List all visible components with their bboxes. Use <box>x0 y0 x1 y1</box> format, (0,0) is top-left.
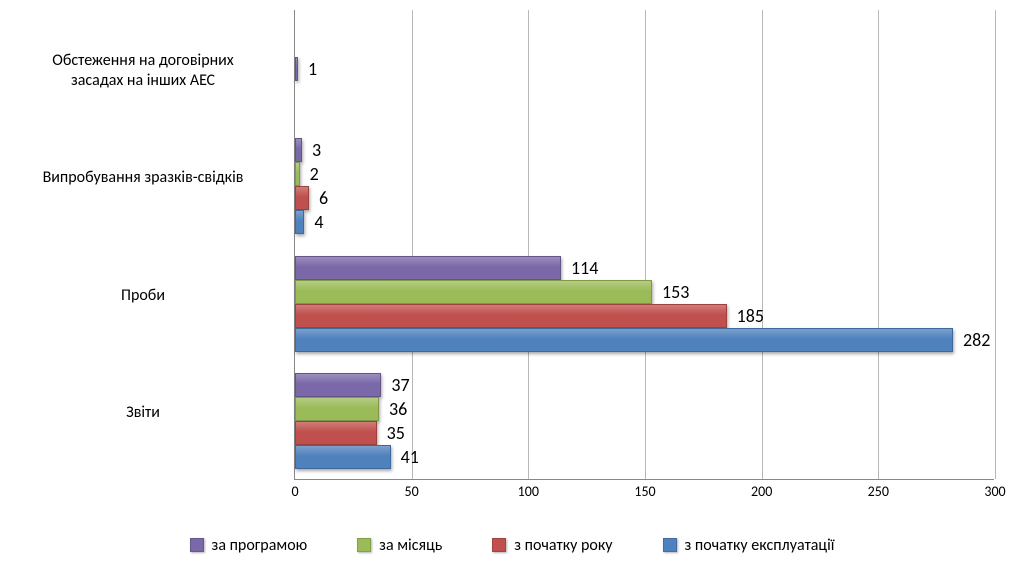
bar-month <box>295 280 652 304</box>
bar-operation <box>295 445 391 469</box>
bar-value-label: 4 <box>314 211 323 233</box>
gridline <box>645 10 646 479</box>
legend-label: за програмою <box>212 536 308 555</box>
x-tick-label: 100 <box>518 479 539 500</box>
legend-item-month: за місяць <box>357 536 442 555</box>
bar-yearstart <box>295 186 309 210</box>
gridline <box>412 10 413 479</box>
bar-program <box>295 138 302 162</box>
legend-label: з початку експлуатації <box>685 536 835 555</box>
bar-value-label: 35 <box>387 422 405 444</box>
chart-container: Обстеження на договірних засадах на інши… <box>0 0 1024 582</box>
category-label: Обстеження на договірних засадах на інши… <box>0 51 286 91</box>
legend-label: з початку року <box>514 536 612 555</box>
legend-label: за місяць <box>379 536 442 555</box>
bar-program <box>295 373 381 397</box>
legend-swatch-icon <box>190 538 204 552</box>
legend-swatch-icon <box>492 538 506 552</box>
gridline <box>878 10 879 479</box>
bar-month <box>295 397 379 421</box>
gridline <box>762 10 763 479</box>
bar-yearstart <box>295 421 377 445</box>
bar-program <box>295 57 298 81</box>
bar-value-label: 41 <box>401 446 419 468</box>
legend-swatch-icon <box>663 538 677 552</box>
x-tick-label: 0 <box>291 479 298 500</box>
y-axis-category-labels: Обстеження на договірних засадах на інши… <box>0 10 286 480</box>
bar-operation <box>295 210 304 234</box>
plot-area: 0501001502002503001326411415318528237363… <box>294 10 994 480</box>
x-tick-label: 250 <box>868 479 889 500</box>
bar-value-label: 3 <box>312 139 321 161</box>
x-tick-label: 300 <box>984 479 1005 500</box>
bar-program <box>295 256 561 280</box>
category-label: Випробування зразків-свідків <box>0 168 286 188</box>
x-tick-label: 200 <box>751 479 772 500</box>
bar-month <box>295 162 300 186</box>
legend: за програмою за місяць з початку року з поч… <box>0 520 1024 570</box>
category-label: Звіти <box>0 403 286 423</box>
bar-value-label: 6 <box>319 187 328 209</box>
legend-item-yearstart: з початку року <box>492 536 612 555</box>
bar-value-label: 37 <box>391 374 409 396</box>
x-tick-label: 150 <box>634 479 655 500</box>
bar-operation <box>295 328 953 352</box>
legend-item-operation: з початку експлуатації <box>663 536 835 555</box>
bar-value-label: 185 <box>737 305 764 327</box>
legend-swatch-icon <box>357 538 371 552</box>
gridline <box>995 10 996 479</box>
bar-yearstart <box>295 304 727 328</box>
bar-value-label: 153 <box>662 281 689 303</box>
category-label: Проби <box>0 286 286 306</box>
bar-value-label: 282 <box>963 329 990 351</box>
gridline <box>528 10 529 479</box>
bar-value-label: 2 <box>310 163 319 185</box>
bar-value-label: 1 <box>308 58 317 80</box>
legend-item-program: за програмою <box>190 536 308 555</box>
bar-value-label: 114 <box>571 257 598 279</box>
bar-value-label: 36 <box>389 398 407 420</box>
x-tick-label: 50 <box>405 479 419 500</box>
